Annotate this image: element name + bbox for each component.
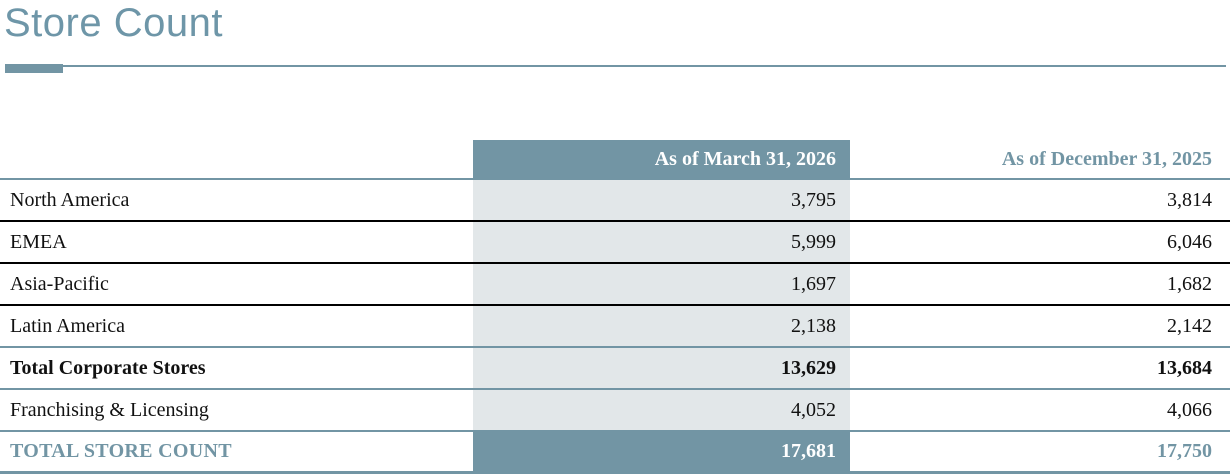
row-asia-pacific: Asia-Pacific 1,697 1,682	[0, 263, 1230, 306]
value-current: 3,795	[473, 179, 850, 222]
store-count-table: As of March 31, 2026 As of December 31, …	[0, 140, 1230, 474]
value-current: 5,999	[473, 221, 850, 264]
row-total-store-count: TOTAL STORE COUNT 17,681 17,750	[0, 431, 1230, 474]
row-emea: EMEA 5,999 6,046	[0, 221, 1230, 264]
value-prior: 4,066	[850, 389, 1230, 432]
row-label: Total Corporate Stores	[0, 347, 473, 390]
value-current: 1,697	[473, 263, 850, 306]
value-prior: 13,684	[850, 347, 1230, 390]
header-prior-period: As of December 31, 2025	[850, 140, 1230, 180]
table-header-row: As of March 31, 2026 As of December 31, …	[0, 140, 1230, 180]
row-latin-america: Latin America 2,138 2,142	[0, 305, 1230, 348]
value-current: 17,681	[473, 431, 850, 474]
value-prior: 2,142	[850, 305, 1230, 348]
header-empty-cell	[0, 140, 473, 180]
row-label: TOTAL STORE COUNT	[0, 431, 473, 474]
value-current: 4,052	[473, 389, 850, 432]
value-prior: 17,750	[850, 431, 1230, 474]
header-current-period: As of March 31, 2026	[473, 140, 850, 180]
row-total-corporate-stores: Total Corporate Stores 13,629 13,684	[0, 347, 1230, 390]
row-franchising-licensing: Franchising & Licensing 4,052 4,066	[0, 389, 1230, 432]
divider-line	[5, 65, 1226, 67]
value-current: 13,629	[473, 347, 850, 390]
value-prior: 1,682	[850, 263, 1230, 306]
row-label: Latin America	[0, 305, 473, 348]
page-title: Store Count	[4, 1, 223, 45]
value-prior: 6,046	[850, 221, 1230, 264]
row-north-america: North America 3,795 3,814	[0, 179, 1230, 222]
row-label: Franchising & Licensing	[0, 389, 473, 432]
value-prior: 3,814	[850, 179, 1230, 222]
row-label: North America	[0, 179, 473, 222]
row-label: EMEA	[0, 221, 473, 264]
row-label: Asia-Pacific	[0, 263, 473, 306]
title-divider	[0, 64, 1230, 74]
divider-accent-bar	[5, 64, 63, 73]
value-current: 2,138	[473, 305, 850, 348]
